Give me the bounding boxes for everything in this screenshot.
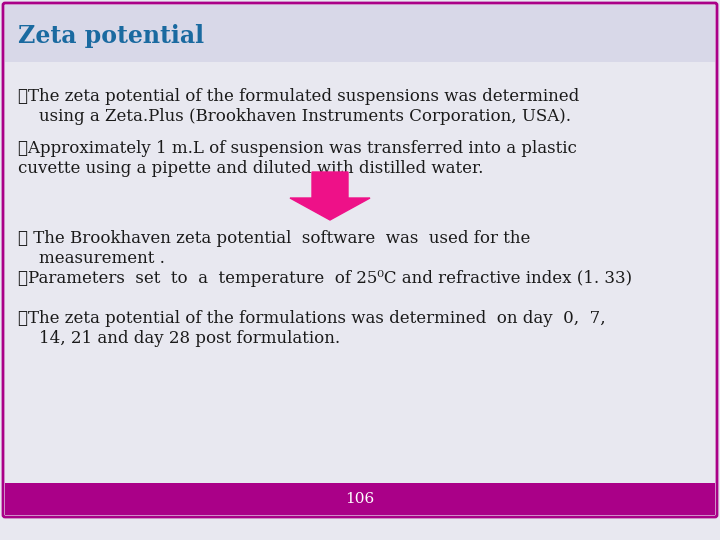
Polygon shape	[290, 172, 370, 220]
Text: ➤The zeta potential of the formulations was determined  on day  0,  7,: ➤The zeta potential of the formulations …	[18, 310, 606, 327]
Bar	[5, 483, 715, 515]
Text: measurement .: measurement .	[18, 250, 165, 267]
FancyBboxPatch shape	[3, 3, 717, 517]
Text: ➤The zeta potential of the formulated suspensions was determined: ➤The zeta potential of the formulated su…	[18, 88, 580, 105]
Bar	[5, 5, 715, 62]
Text: ➤Parameters  set  to  a  temperature  of 25⁰C and refractive index (1. 33): ➤Parameters set to a temperature of 25⁰C…	[18, 270, 632, 287]
Text: 106: 106	[346, 492, 374, 506]
Text: ➤ The Brookhaven zeta potential  software  was  used for the: ➤ The Brookhaven zeta potential software…	[18, 230, 531, 247]
Text: cuvette using a pipette and diluted with distilled water.: cuvette using a pipette and diluted with…	[18, 160, 483, 177]
Text: ➤Approximately 1 m.L of suspension was transferred into a plastic: ➤Approximately 1 m.L of suspension was t…	[18, 140, 577, 157]
Text: 14, 21 and day 28 post formulation.: 14, 21 and day 28 post formulation.	[18, 330, 340, 347]
Text: Zeta potential: Zeta potential	[18, 24, 204, 48]
Text: using a Zeta.Plus (Brookhaven Instruments Corporation, USA).: using a Zeta.Plus (Brookhaven Instrument…	[18, 108, 571, 125]
